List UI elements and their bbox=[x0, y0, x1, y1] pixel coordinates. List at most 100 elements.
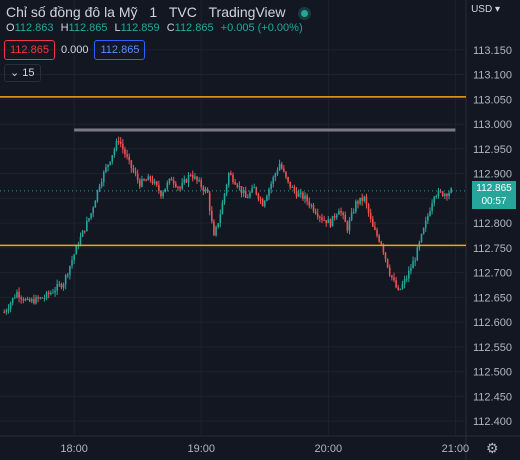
candle-body bbox=[37, 297, 39, 299]
candle-body bbox=[420, 234, 423, 242]
candle-body bbox=[299, 192, 302, 194]
candle-body bbox=[429, 211, 431, 216]
symbol-title[interactable]: Chỉ số đồng đô la Mỹ bbox=[6, 4, 138, 20]
candle-body bbox=[225, 184, 228, 194]
candle-body bbox=[124, 149, 126, 155]
candle-body bbox=[293, 186, 296, 191]
candle-body bbox=[175, 183, 177, 187]
candle-body bbox=[333, 215, 336, 218]
open-value: 112.863 bbox=[14, 22, 54, 34]
candle-body bbox=[403, 279, 406, 285]
candle-body bbox=[319, 216, 321, 218]
candle-body bbox=[327, 219, 330, 224]
settings-gear-icon[interactable]: ⚙ bbox=[486, 440, 499, 456]
last-price-label: 112.865 00:57 bbox=[472, 181, 516, 209]
buy-button[interactable]: 112.865 bbox=[94, 40, 146, 60]
candle-body bbox=[90, 213, 92, 219]
candle-body bbox=[280, 163, 283, 169]
candle-body bbox=[348, 220, 351, 231]
candle-body bbox=[211, 210, 213, 222]
candle-body bbox=[427, 215, 429, 221]
candle-body bbox=[83, 230, 86, 232]
candle-body bbox=[388, 267, 391, 276]
candle-body bbox=[71, 260, 73, 266]
candle-body bbox=[162, 192, 164, 197]
close-value: 112.865 bbox=[174, 22, 214, 34]
candle-body bbox=[261, 199, 264, 207]
candle-body bbox=[338, 211, 340, 215]
candle-body bbox=[96, 190, 99, 201]
candle-body bbox=[204, 189, 207, 192]
candle-body bbox=[136, 173, 139, 180]
candle-body bbox=[39, 297, 42, 299]
candle-body bbox=[30, 299, 33, 302]
candle-body bbox=[172, 180, 175, 184]
candle-body bbox=[179, 187, 181, 189]
candle-body bbox=[325, 220, 327, 224]
candle-body bbox=[198, 180, 200, 182]
candle-body bbox=[24, 299, 27, 301]
candle-body bbox=[22, 299, 25, 301]
x-tick-label: 21:00 bbox=[442, 443, 470, 455]
y-tick-label: 112.750 bbox=[473, 243, 512, 255]
candle-body bbox=[194, 176, 196, 179]
candle-body bbox=[58, 284, 61, 286]
indicators-toggle[interactable]: ⌄ 15 bbox=[4, 64, 41, 82]
candle-body bbox=[331, 215, 334, 227]
candle-body bbox=[130, 160, 133, 169]
candle-body bbox=[155, 181, 158, 186]
chevron-down-icon: ▾ bbox=[494, 4, 500, 15]
currency-selector[interactable]: USD ▾ bbox=[471, 4, 500, 15]
candle-body bbox=[244, 191, 247, 198]
candle-body bbox=[3, 312, 6, 314]
candle-body bbox=[249, 192, 251, 198]
candle-body bbox=[412, 261, 414, 269]
close-label: C bbox=[166, 22, 175, 34]
candle-body bbox=[16, 291, 18, 298]
candle-body bbox=[143, 179, 145, 181]
candle-body bbox=[253, 187, 255, 189]
candle-body bbox=[69, 265, 71, 275]
exchange-label: TVC bbox=[168, 4, 197, 20]
candle-body bbox=[357, 201, 359, 204]
candle-body bbox=[102, 171, 105, 182]
candle-body bbox=[215, 227, 217, 236]
y-tick-label: 112.450 bbox=[473, 391, 512, 403]
candle-body bbox=[115, 141, 118, 150]
candle-body bbox=[376, 229, 378, 236]
candle-body bbox=[259, 198, 262, 200]
candle-body bbox=[221, 202, 224, 215]
candle-body bbox=[306, 195, 308, 202]
candle-body bbox=[75, 245, 78, 255]
candle-body bbox=[363, 196, 366, 201]
candle-body bbox=[414, 260, 416, 262]
candle-body bbox=[164, 188, 167, 193]
candle-body bbox=[117, 141, 120, 143]
candle-body bbox=[88, 218, 90, 221]
candle-body bbox=[289, 181, 291, 188]
candle-body bbox=[139, 179, 141, 187]
candle-body bbox=[50, 292, 52, 295]
candle-body bbox=[158, 185, 160, 191]
candle-body bbox=[395, 280, 397, 288]
candle-body bbox=[26, 298, 29, 300]
candle-body bbox=[200, 180, 203, 188]
candle-body bbox=[274, 173, 277, 178]
candle-body bbox=[344, 215, 347, 222]
candle-body bbox=[181, 182, 183, 189]
last-price-value: 112.865 bbox=[476, 183, 512, 194]
candle-body bbox=[378, 235, 380, 242]
y-tick-label: 112.700 bbox=[473, 268, 512, 280]
y-tick-label: 112.500 bbox=[473, 367, 512, 379]
candle-body bbox=[230, 173, 232, 175]
interval-label[interactable]: 1 bbox=[149, 4, 158, 20]
candle-body bbox=[223, 193, 226, 203]
candle-body bbox=[9, 302, 12, 309]
candle-body bbox=[401, 284, 404, 289]
candle-body bbox=[126, 154, 128, 157]
candle-body bbox=[166, 182, 169, 189]
candle-body bbox=[285, 171, 287, 177]
sell-button[interactable]: 112.865 bbox=[4, 40, 55, 60]
y-tick-label: 113.150 bbox=[473, 45, 512, 57]
